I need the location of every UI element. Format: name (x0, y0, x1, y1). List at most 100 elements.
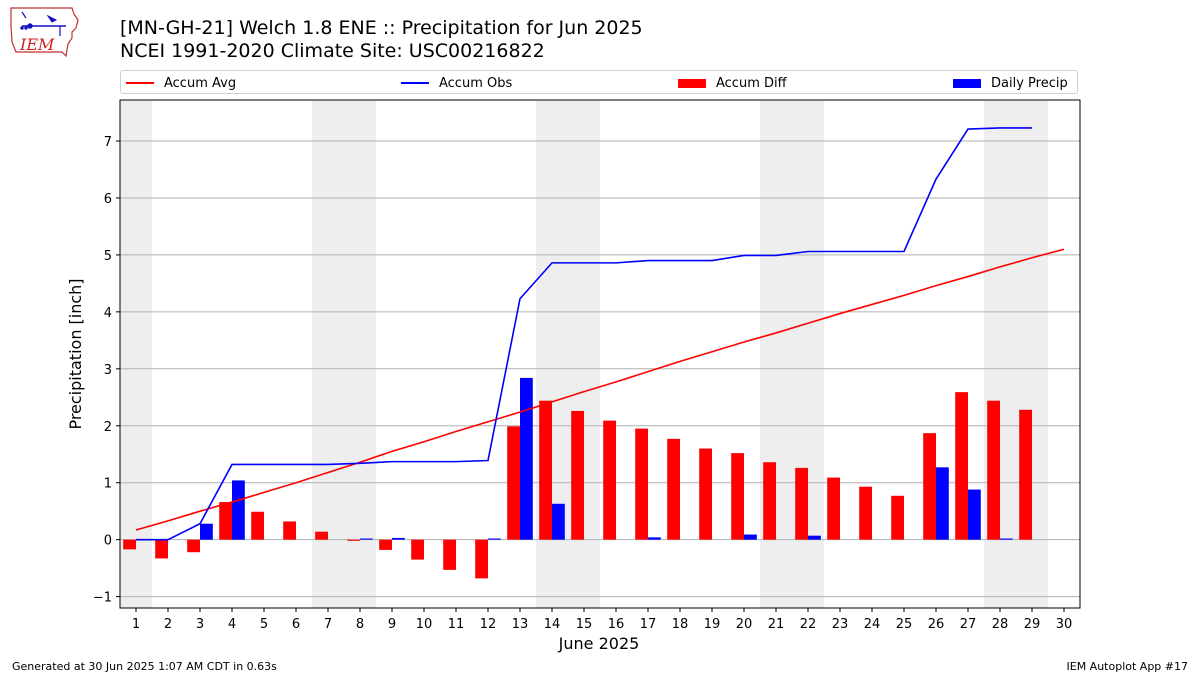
x-tick-label: 18 (672, 617, 689, 632)
y-tick-label: 2 (104, 420, 112, 435)
accum-diff-bar (827, 477, 840, 540)
x-tick-label: 11 (448, 617, 465, 632)
y-tick-label: 7 (104, 135, 112, 150)
daily-precip-bar (392, 537, 405, 540)
accum-diff-bar (923, 433, 936, 540)
daily-precip-bar (1000, 538, 1013, 540)
accum-diff-bar (795, 467, 808, 540)
legend-label: Daily Precip (991, 75, 1068, 91)
chart-subtitle: NCEI 1991-2020 Climate Site: USC00216822 (120, 40, 545, 62)
gridlines (120, 140, 1080, 598)
accum-diff-bar (731, 453, 744, 540)
accum-avg-line (135, 248, 1065, 531)
y-tick-label: 0 (104, 534, 112, 549)
x-tick-label: 28 (992, 617, 1009, 632)
x-tick-label: 17 (640, 617, 657, 632)
accum-diff-bar (987, 400, 1000, 540)
chart-title: [MN-GH-21] Welch 1.8 ENE :: Precipitatio… (120, 17, 643, 39)
x-tick-label: 12 (480, 617, 497, 632)
accum-diff-bar (187, 539, 200, 553)
weekend-shading (120, 100, 1048, 608)
series-lines (135, 127, 1065, 541)
legend-swatch (401, 82, 429, 84)
legend-swatch (953, 78, 981, 88)
weekend-band (312, 100, 376, 608)
x-tick-label: 10 (416, 617, 433, 632)
weather-icon (20, 11, 66, 36)
weekend-band (120, 100, 152, 608)
x-tick-label: 26 (928, 617, 945, 632)
x-tick-label: 25 (896, 617, 913, 632)
legend-item-accum-avg: Accum Avg (126, 74, 236, 92)
accum-diff-bar (411, 539, 424, 560)
legend-item-accum-diff: Accum Diff (678, 74, 787, 92)
generated-timestamp: Generated at 30 Jun 2025 1:07 AM CDT in … (12, 660, 277, 673)
x-tick-label: 5 (260, 617, 268, 632)
x-axis-label: June 2025 (558, 634, 640, 653)
x-tick-label: 9 (388, 617, 396, 632)
daily-precip-bar (744, 534, 757, 540)
legend-item-daily-precip: Daily Precip (953, 74, 1068, 92)
legend-label: Accum Diff (716, 75, 787, 91)
legend-label: Accum Avg (164, 75, 237, 91)
daily-precip-bar (552, 503, 565, 540)
legend: Accum Avg Accum Obs Accum Diff Daily Pre… (120, 70, 1078, 94)
iowa-state-outline (10, 7, 79, 58)
x-tick-label: 27 (960, 617, 977, 632)
x-tick-label: 13 (512, 617, 529, 632)
accum-obs-line (136, 127, 1032, 541)
x-tick-label: 8 (356, 617, 364, 632)
x-tick-label: 22 (800, 617, 817, 632)
accum-diff-bar (699, 448, 712, 540)
legend-label: Accum Obs (439, 75, 513, 91)
accum-diff-bar (283, 521, 296, 540)
accum-diff-bar (155, 539, 168, 559)
x-tick-label: 30 (1056, 617, 1073, 632)
app-credit: IEM Autoplot App #17 (1066, 660, 1189, 673)
x-tick-label: 1 (132, 617, 140, 632)
x-tick-label: 20 (736, 617, 753, 632)
accum-diff-bar (507, 426, 520, 540)
accum-diff-bar (123, 539, 136, 550)
weekend-band (984, 100, 1048, 608)
daily-precip-bar (936, 467, 949, 540)
daily-precip-bar (232, 480, 245, 540)
y-tick-label: 1 (104, 477, 112, 492)
accum-diff-bar (219, 502, 232, 540)
weekend-band (536, 100, 600, 608)
legend-swatch (126, 82, 154, 84)
logo-text: IEM (19, 35, 55, 54)
daily-precip-bar (968, 489, 981, 540)
accum-diff-bar (475, 539, 488, 579)
legend-item-accum-obs: Accum Obs (401, 74, 512, 92)
accum-diff-bar (859, 486, 872, 540)
accum-diff-bar (635, 428, 648, 540)
daily-precip-bar (200, 523, 213, 540)
daily-precip-bar (488, 538, 501, 540)
x-tick-label: 3 (196, 617, 204, 632)
x-tick-label: 23 (832, 617, 849, 632)
x-tick-label: 16 (608, 617, 625, 632)
iem-logo: IEM (10, 7, 79, 58)
daily-precip-bar (648, 537, 661, 540)
x-tick-label: 24 (864, 617, 881, 632)
accum-diff-bar (315, 531, 328, 540)
accum-diff-bar (379, 539, 392, 550)
y-tick-label: 6 (104, 192, 112, 207)
y-axis: −1 0 1 2 3 4 5 6 7 (93, 135, 120, 606)
accum-diff-bar (891, 495, 904, 540)
y-tick-label: 5 (104, 249, 112, 264)
x-tick-label: 14 (544, 617, 561, 632)
accum-diff-bar (603, 420, 616, 540)
accum-diff-bar (443, 539, 456, 570)
x-tick-label: 29 (1024, 617, 1041, 632)
x-tick-label: 2 (164, 617, 172, 632)
accum-diff-bar (763, 462, 776, 540)
x-tick-label: 15 (576, 617, 593, 632)
daily-precip-bar (808, 535, 821, 540)
y-tick-label: 3 (104, 363, 112, 378)
x-tick-label: 4 (228, 617, 236, 632)
x-tick-label: 19 (704, 617, 721, 632)
y-tick-label: −1 (93, 591, 112, 606)
